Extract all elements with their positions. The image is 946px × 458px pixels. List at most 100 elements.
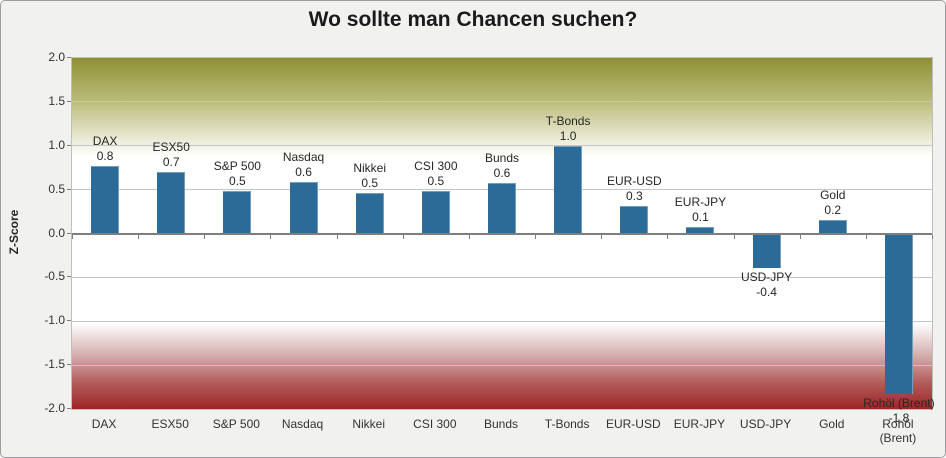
data-label-name: S&P 500 <box>213 158 261 173</box>
data-label-value: 0.7 <box>162 155 180 170</box>
x-axis-tick <box>667 234 669 239</box>
chart-title: Wo sollte man Chancen suchen? <box>308 8 638 31</box>
bar-eur-usd <box>620 206 649 234</box>
data-label-nikkei: Nikkei 0.5 <box>324 161 416 191</box>
bar-bunds <box>488 182 516 234</box>
data-label-value: 0.5 <box>229 173 246 188</box>
zero-axis-line <box>72 232 932 235</box>
bar-csi-300 <box>421 191 450 234</box>
y-axis-tick <box>67 364 71 366</box>
plot-area: DAX 0.8 ESX50 0.7 S&P 500 0.5 Nasdaq 0.6 Nikkei 0… <box>71 57 935 425</box>
gridline-1 <box>72 145 932 147</box>
data-label-value: 1.0 <box>559 128 577 143</box>
y-tick-label-2.0: 2.0 <box>48 50 65 64</box>
data-label-value: 0.1 <box>692 210 709 225</box>
x-axis-label-gold: Gold <box>819 417 845 431</box>
data-label-value: -0.4 <box>756 284 777 299</box>
x-axis-tick <box>468 234 470 239</box>
y-tick-label--1.5: -1.5 <box>44 357 65 372</box>
data-label-value: 0.2 <box>824 203 842 218</box>
x-axis-label-t-bonds: T-Bonds <box>544 417 590 431</box>
x-axis-tick <box>865 234 867 239</box>
bar-t-bonds <box>554 145 583 234</box>
bar-usd-jpy <box>752 233 781 268</box>
bar-eur-jpy <box>686 227 715 234</box>
gridline--1 <box>72 320 932 322</box>
y-axis-tick <box>67 188 71 190</box>
x-axis-label-roh-l-brent: Rohöl (Brent) <box>879 417 917 445</box>
y-axis-title: Z-Score <box>7 209 21 255</box>
y-tick-label--1.0: -1.0 <box>44 313 65 328</box>
data-label-eur-usd: EUR-USD 0.3 <box>588 174 680 204</box>
y-tick-label--0.5: -0.5 <box>44 269 65 284</box>
data-label-name: CSI 300 <box>414 159 458 174</box>
data-label-value: 0.3 <box>625 189 643 204</box>
x-axis-label-usd-jpy: USD-JPY <box>739 417 792 431</box>
data-label-value: 0.6 <box>493 165 511 180</box>
y-axis-tick <box>67 232 71 234</box>
data-label-name: USD-JPY <box>740 269 793 284</box>
x-axis-tick <box>270 234 272 239</box>
x-axis-tick <box>336 234 338 239</box>
bar-roh-l-brent <box>884 233 913 395</box>
x-axis-label-csi-300: CSI 300 <box>413 417 457 431</box>
data-label-name: Nasdaq <box>282 149 325 164</box>
x-axis-label-esx50: ESX50 <box>151 417 189 431</box>
x-axis-label-eur-usd: EUR-USD <box>605 417 661 431</box>
data-label-dax: DAX 0.8 <box>59 134 151 164</box>
gridline-1.5 <box>72 101 932 103</box>
gridline--0.5 <box>72 276 932 278</box>
data-label-t-bonds: T-Bonds 1.0 <box>522 114 614 144</box>
bar-dax <box>91 165 120 234</box>
gridline--1.5 <box>72 364 932 366</box>
x-axis-label-dax: DAX <box>91 417 117 431</box>
y-axis-tick <box>67 100 71 102</box>
data-label-bunds: Bunds 0.6 <box>456 151 548 181</box>
bar-esx50 <box>157 172 186 234</box>
x-axis-tick <box>799 234 801 239</box>
data-label-name: DAX <box>92 133 118 148</box>
x-axis-tick <box>733 234 735 239</box>
x-axis-tick <box>402 234 404 239</box>
data-label-eur-jpy: EUR-JPY 0.1 <box>654 195 746 225</box>
opportunity-zone-green <box>72 58 932 157</box>
data-label-name: Bunds <box>484 150 520 165</box>
data-label-esx50: ESX50 0.7 <box>125 140 217 170</box>
x-axis-tick <box>72 234 73 239</box>
risk-zone-red <box>72 323 932 409</box>
y-tick-label-0.5: 0.5 <box>48 181 65 196</box>
data-label-name: T-Bonds <box>545 113 591 128</box>
data-label-nasdaq: Nasdaq 0.6 <box>258 150 350 180</box>
data-label-gold: Gold 0.2 <box>787 188 879 218</box>
data-label-name: EUR-USD <box>606 174 662 189</box>
x-axis-label-bunds: Bunds <box>483 417 518 431</box>
data-label-value: -1.8 <box>888 411 910 426</box>
x-axis-label-s-p-500: S&P 500 <box>212 417 260 431</box>
x-axis-tick <box>932 234 933 239</box>
data-label-name: Nikkei <box>353 161 387 176</box>
x-axis-tick <box>535 234 537 239</box>
y-tick-label-1.5: 1.5 <box>48 93 65 108</box>
bar-nasdaq <box>289 181 318 234</box>
x-axis-tick <box>138 234 140 239</box>
data-label-value: 0.6 <box>295 164 312 179</box>
y-axis-tick <box>67 320 71 322</box>
y-axis-tick <box>67 276 71 278</box>
y-tick-label-0.0: 0.0 <box>48 225 65 240</box>
data-label-value: 0.5 <box>361 176 379 191</box>
bar-s-p-500 <box>223 190 252 234</box>
y-tick-label--2.0: -2.0 <box>44 401 65 415</box>
data-label-name: Gold <box>820 188 846 203</box>
data-label-roh-l-brent: Rohöl (Brent) -1.8 <box>853 396 945 426</box>
data-label-name: EUR-JPY <box>674 195 727 210</box>
x-axis-tick <box>204 234 206 239</box>
y-axis-tick <box>67 144 71 146</box>
y-tick-label-1.0: 1.0 <box>48 137 65 152</box>
y-axis-tick <box>67 408 71 409</box>
data-label-name: Rohöl (Brent) <box>863 396 935 411</box>
data-label-value: 0.8 <box>96 148 114 163</box>
x-axis-label-nikkei: Nikkei <box>352 417 386 431</box>
x-axis-tick <box>601 234 603 239</box>
y-axis-tick <box>67 57 71 58</box>
